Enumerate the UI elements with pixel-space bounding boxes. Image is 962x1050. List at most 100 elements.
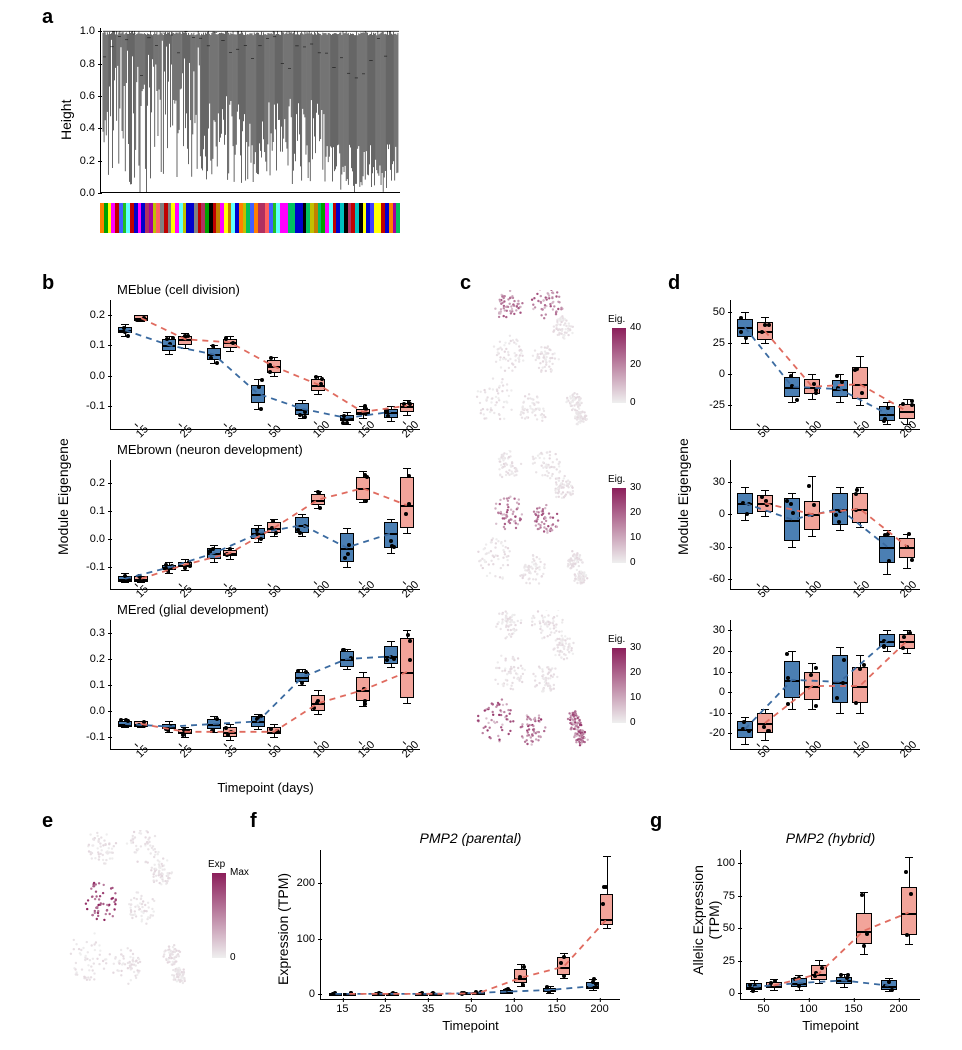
- legend-title: Exp: [208, 859, 225, 870]
- ytick: 25: [723, 955, 741, 967]
- ytick: -30: [709, 541, 731, 553]
- legend-tick: 10: [630, 692, 641, 703]
- figure-root: a 0.00.20.40.60.81.0 Height b Module Eig…: [0, 0, 962, 1050]
- xtick: 25: [175, 580, 195, 600]
- panel-b-ylabel: Module Eigengene: [55, 438, 71, 555]
- ytick: 0.6: [80, 90, 101, 102]
- xtick: 50: [264, 580, 284, 600]
- xtick: 150: [848, 736, 872, 760]
- xtick: 150: [548, 999, 566, 1015]
- legend-tick: 30: [630, 642, 641, 653]
- gradient-legend: [612, 328, 626, 403]
- xtick: 100: [308, 576, 332, 600]
- ytick: 1.0: [80, 25, 101, 37]
- xtick: 100: [800, 736, 824, 760]
- legend-tick: 0: [630, 557, 636, 568]
- boxplot-box: [207, 719, 221, 729]
- ytick: 30: [713, 476, 731, 488]
- legend-tick: 20: [630, 359, 641, 370]
- chart-title: MEred (glial development): [117, 602, 269, 617]
- xtick: 200: [895, 736, 919, 760]
- ytick: 0: [309, 988, 321, 1000]
- legend-title: Eig.: [608, 634, 625, 645]
- ytick: 0.0: [90, 370, 111, 382]
- xtick: 15: [336, 999, 348, 1015]
- ytick: -20: [709, 727, 731, 739]
- ytick: -10: [709, 707, 731, 719]
- xtick: 25: [175, 420, 195, 440]
- ytick: 20: [713, 645, 731, 657]
- ytick: 75: [723, 890, 741, 902]
- xtick: 200: [397, 736, 421, 760]
- ytick: 0.2: [90, 309, 111, 321]
- umap-scatter: Eig.3020100: [470, 610, 600, 760]
- xtick: 150: [844, 999, 862, 1015]
- xtick: 200: [397, 416, 421, 440]
- xtick: 100: [800, 416, 824, 440]
- legend-tick: 0: [630, 397, 636, 408]
- panel-label-b: b: [42, 272, 54, 295]
- umap-scatter: Eig.40200: [470, 290, 600, 440]
- ytick: 0.8: [80, 58, 101, 70]
- boxplot-box: [295, 403, 309, 415]
- boxplot-chart: -0.10.00.10.20.315253550100150200MEred (…: [110, 620, 420, 750]
- xlabel: Timepoint (days): [111, 780, 420, 795]
- xtick: 50: [264, 740, 284, 760]
- boxplot-chart: 010020015253550100150200PMP2 (parental)T…: [320, 850, 620, 1000]
- boxplot-chart: -20-10010203050100150200: [730, 620, 920, 750]
- gradient-legend: [612, 488, 626, 563]
- ytick: -0.1: [86, 561, 111, 573]
- ytick: -60: [709, 573, 731, 585]
- legend-tick: 10: [630, 532, 641, 543]
- xtick: 150: [848, 416, 872, 440]
- xtick: 150: [353, 416, 377, 440]
- boxplot-chart: 025507510050100150200PMP2 (hybrid)Timepo…: [740, 850, 920, 1000]
- ytick: 0: [719, 686, 731, 698]
- chart-title: PMP2 (parental): [420, 830, 522, 846]
- umap-scatter: ExpMax0: [60, 830, 200, 1000]
- boxplot-box: [118, 721, 132, 726]
- xtick: 35: [220, 580, 240, 600]
- ytick: 25: [713, 337, 731, 349]
- legend-tick: 40: [630, 322, 641, 333]
- legend-title: Eig.: [608, 314, 625, 325]
- ytick: 10: [713, 666, 731, 678]
- xtick: 25: [379, 999, 391, 1015]
- boxplot-box: [400, 638, 414, 698]
- legend-title: Eig.: [608, 474, 625, 485]
- xtick: 150: [353, 736, 377, 760]
- gradient-legend: [212, 873, 226, 958]
- xtick: 50: [753, 740, 773, 760]
- ytick: -25: [709, 399, 731, 411]
- xtick: 100: [800, 576, 824, 600]
- boxplot-box: [557, 957, 570, 975]
- panel-label-g: g: [650, 810, 662, 833]
- xtick: 100: [799, 999, 817, 1015]
- xtick: 25: [175, 740, 195, 760]
- gradient-legend: [612, 648, 626, 723]
- legend-tick: 20: [630, 507, 641, 518]
- ytick: 0.2: [80, 155, 101, 167]
- boxplot-chart: -250255050100150200: [730, 300, 920, 430]
- xtick: 15: [131, 580, 151, 600]
- boxplot-box: [356, 477, 370, 500]
- xtick: 15: [131, 420, 151, 440]
- panel-f-ylabel: Expression (TPM): [275, 873, 291, 985]
- ytick: 50: [713, 306, 731, 318]
- xtick: 150: [353, 576, 377, 600]
- legend-tick: 20: [630, 667, 641, 678]
- xtick: 200: [889, 999, 907, 1015]
- xtick: 200: [895, 576, 919, 600]
- dendro-ylabel: Height: [58, 100, 74, 140]
- boxplot-box: [856, 913, 872, 944]
- xtick: 50: [264, 420, 284, 440]
- chart-title: MEblue (cell division): [117, 282, 240, 297]
- legend-tick: 0: [230, 952, 236, 963]
- legend-tick: 30: [630, 482, 641, 493]
- boxplot-box: [832, 655, 848, 702]
- xtick: 200: [397, 576, 421, 600]
- xtick: 100: [505, 999, 523, 1015]
- boxplot-box: [737, 319, 753, 338]
- ytick: 0.0: [90, 705, 111, 717]
- ytick: 200: [297, 877, 321, 889]
